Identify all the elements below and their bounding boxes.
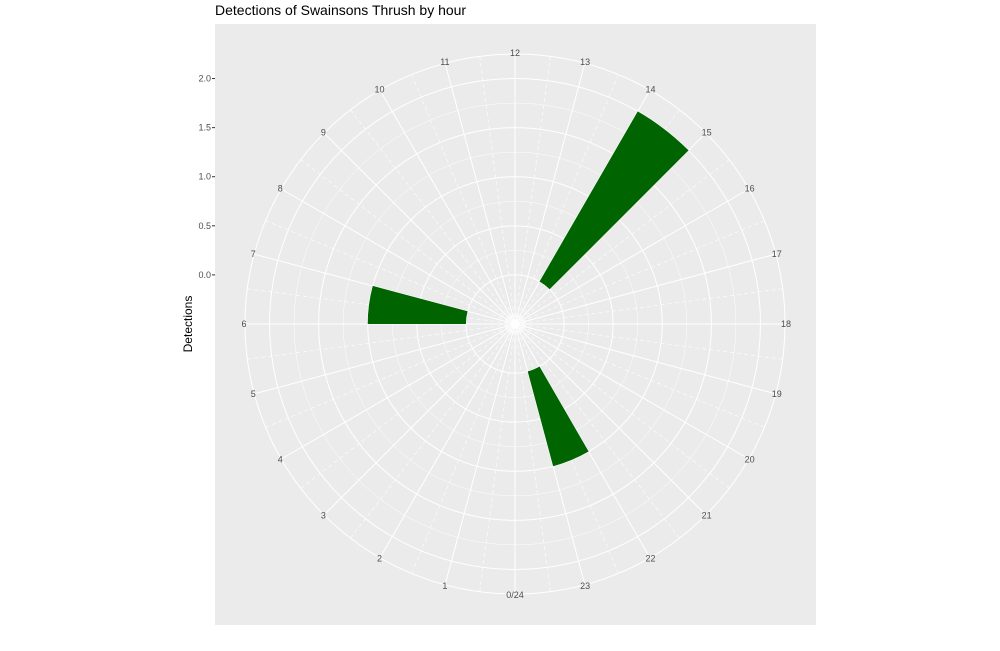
hour-spoke [323, 132, 516, 325]
y-tick-label: 1.0 [198, 172, 211, 182]
hour-spoke [514, 323, 750, 460]
hour-spoke [254, 323, 516, 395]
hour-spoke [444, 63, 516, 325]
hour-spoke [280, 188, 516, 325]
half-hour-spoke [300, 159, 516, 325]
hour-label: 0/24 [506, 590, 524, 600]
hour-spoke [323, 323, 516, 516]
half-hour-spoke [514, 56, 551, 325]
half-hour-spoke [300, 323, 516, 489]
hour-spoke [280, 323, 516, 460]
hour-label: 20 [745, 455, 755, 465]
y-axis: 0.0 0.5 1.0 1.5 2.0 [198, 74, 215, 280]
hour-spoke [514, 89, 651, 325]
hour-label: 22 [645, 554, 655, 564]
half-hour-spoke [514, 323, 765, 428]
hour-label: 18 [781, 319, 791, 329]
hour-label: 5 [251, 389, 256, 399]
hour-spoke [379, 323, 516, 559]
half-hour-spoke [514, 220, 765, 325]
hour-label: 2 [377, 554, 382, 564]
half-hour-spoke [514, 74, 619, 325]
half-hour-spoke [411, 74, 516, 325]
hour-labels: 0/24123456789101112131415161718192021222… [241, 48, 791, 600]
y-axis-title: Detections [181, 296, 195, 353]
hour-spoke [514, 188, 750, 325]
hour-label: 12 [510, 48, 520, 58]
hour-spoke [514, 323, 586, 585]
half-hour-spoke [479, 56, 516, 325]
hour-spoke [379, 89, 516, 325]
hour-label: 6 [241, 319, 246, 329]
half-hour-spoke [514, 323, 680, 539]
bar-hour-22 [527, 366, 589, 467]
hour-spoke [514, 323, 707, 516]
hour-label: 17 [772, 249, 782, 259]
hour-label: 11 [440, 57, 449, 67]
half-hour-spoke [479, 323, 516, 592]
hour-label: 19 [772, 389, 782, 399]
hour-label: 10 [374, 84, 384, 94]
hour-label: 4 [278, 455, 283, 465]
half-hour-spoke [514, 323, 783, 360]
half-hour-spoke [514, 323, 551, 592]
half-hour-spoke [265, 220, 516, 325]
y-tick-label: 0.5 [198, 221, 211, 231]
half-hour-spoke [514, 288, 783, 325]
y-tick-label: 0.0 [198, 270, 211, 280]
half-hour-spoke [514, 323, 730, 489]
half-hour-spoke [265, 323, 516, 428]
hour-label: 9 [321, 127, 326, 137]
hour-spoke [514, 253, 776, 325]
y-tick-label: 2.0 [198, 74, 211, 84]
hour-spoke [444, 323, 516, 585]
half-hour-spoke [350, 323, 516, 539]
hour-label: 15 [702, 127, 712, 137]
hour-spoke [514, 323, 651, 559]
bar-hour-6 [367, 285, 468, 324]
y-tick-label: 1.5 [198, 123, 211, 133]
hour-label: 21 [702, 511, 712, 521]
chart-title: Detections of Swainsons Thrush by hour [215, 2, 466, 18]
bar-hour-14 [539, 111, 689, 290]
half-hour-spoke [247, 323, 516, 360]
hour-label: 8 [278, 184, 283, 194]
half-hour-spoke [514, 159, 730, 325]
hour-label: 16 [745, 184, 755, 194]
hour-label: 3 [321, 511, 326, 521]
half-hour-spoke [411, 323, 516, 574]
hour-label: 1 [442, 581, 447, 591]
hour-spoke [254, 253, 516, 325]
hour-label: 7 [251, 249, 256, 259]
hour-label: 14 [645, 84, 655, 94]
hour-label: 13 [580, 57, 590, 67]
bars [367, 111, 689, 467]
half-hour-spoke [350, 109, 516, 325]
hour-spoke [514, 323, 776, 395]
hour-spoke [514, 63, 586, 325]
hour-label: 23 [580, 581, 590, 591]
